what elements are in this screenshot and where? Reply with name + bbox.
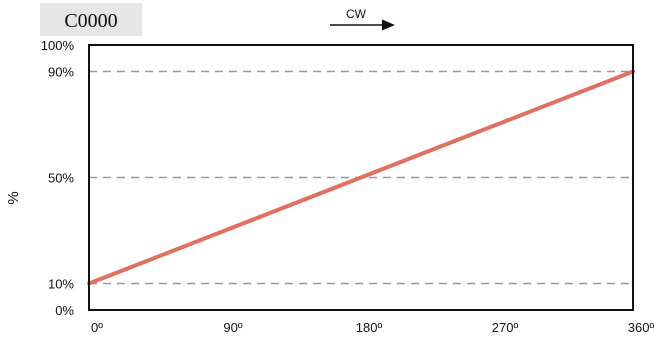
y-tick-label: 50% [48,171,74,186]
x-tick-label: 0º [91,320,103,335]
y-tick-label: 100% [41,38,75,53]
y-tick-label: 0% [55,303,74,318]
x-tick-label: 360º [628,320,654,335]
direction-arrow-icon [330,19,395,31]
code-box [40,3,142,36]
y-tick-labels: 0% 10% 50% 90% 100% [41,38,75,318]
x-tick-label: 180º [356,320,383,335]
x-tick-label: 90º [223,320,242,335]
plot-frame [88,44,634,311]
series-layer [87,69,635,286]
y-axis-title: % [5,191,22,204]
y-tick-label: 10% [48,277,74,292]
x-tick-labels: 0º 90º 180º 270º 360º [91,320,654,335]
x-tick-label: 270º [492,320,519,335]
y-tick-label: 90% [48,65,74,80]
code-label: C0000 [64,10,117,32]
series-line [87,69,635,286]
direction-label: CW [346,7,367,21]
